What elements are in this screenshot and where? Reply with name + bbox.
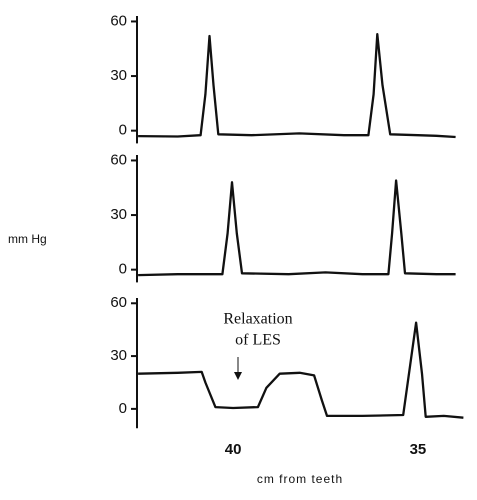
x-tick-label: 35: [410, 441, 427, 458]
y-axis-label: mm Hg: [8, 232, 47, 246]
x-tick-label: 40: [225, 441, 242, 458]
annotation: Relaxation: [223, 311, 292, 328]
x-axis-label: cm from teeth: [257, 472, 343, 486]
y-tick-label: 60: [110, 294, 127, 311]
y-tick-label: 0: [119, 122, 127, 139]
y-tick-label: 0: [119, 261, 127, 278]
trace: [138, 179, 456, 277]
y-tick-label: 30: [110, 347, 127, 364]
y-tick-label: 60: [110, 151, 127, 168]
y-tick-label: 0: [119, 400, 127, 417]
y-tick-label: 60: [110, 12, 127, 29]
y-tick-label: 30: [110, 206, 127, 223]
trace: [138, 321, 464, 419]
annotation-arrowhead: [234, 372, 242, 380]
trace: [138, 33, 456, 139]
y-tick-label: 30: [110, 67, 127, 84]
annotation: of LES: [235, 332, 281, 349]
